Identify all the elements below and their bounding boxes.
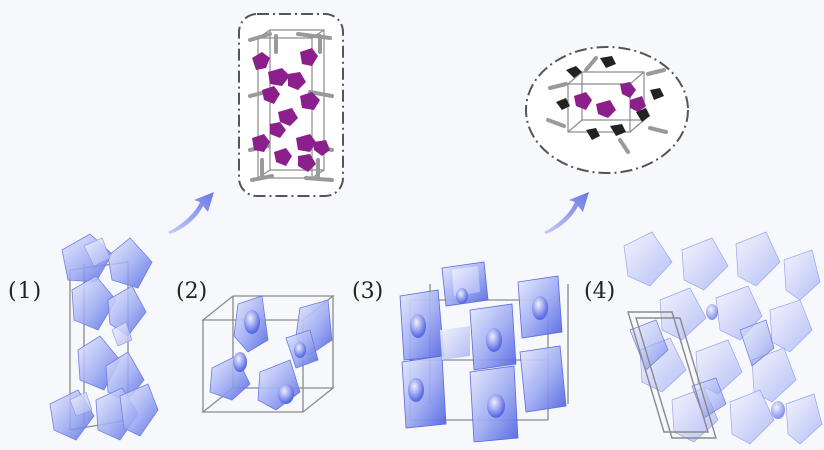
inset-ellipse-molecular-cell [525, 46, 689, 174]
panel-label-2: (2) [176, 279, 207, 304]
inset-rect-molecular-cell [238, 13, 344, 197]
panel-label-4: (4) [584, 279, 615, 304]
panel-label-3: (3) [352, 279, 383, 304]
panel-1-structure [49, 233, 159, 441]
curved-arrow-icon [168, 192, 214, 234]
curved-arrow-icon [544, 192, 589, 234]
panel-label-1: (1) [8, 279, 42, 304]
panel-3-structure [399, 261, 569, 443]
panel-4-structure [623, 231, 823, 445]
panel-2-structure [201, 295, 335, 413]
